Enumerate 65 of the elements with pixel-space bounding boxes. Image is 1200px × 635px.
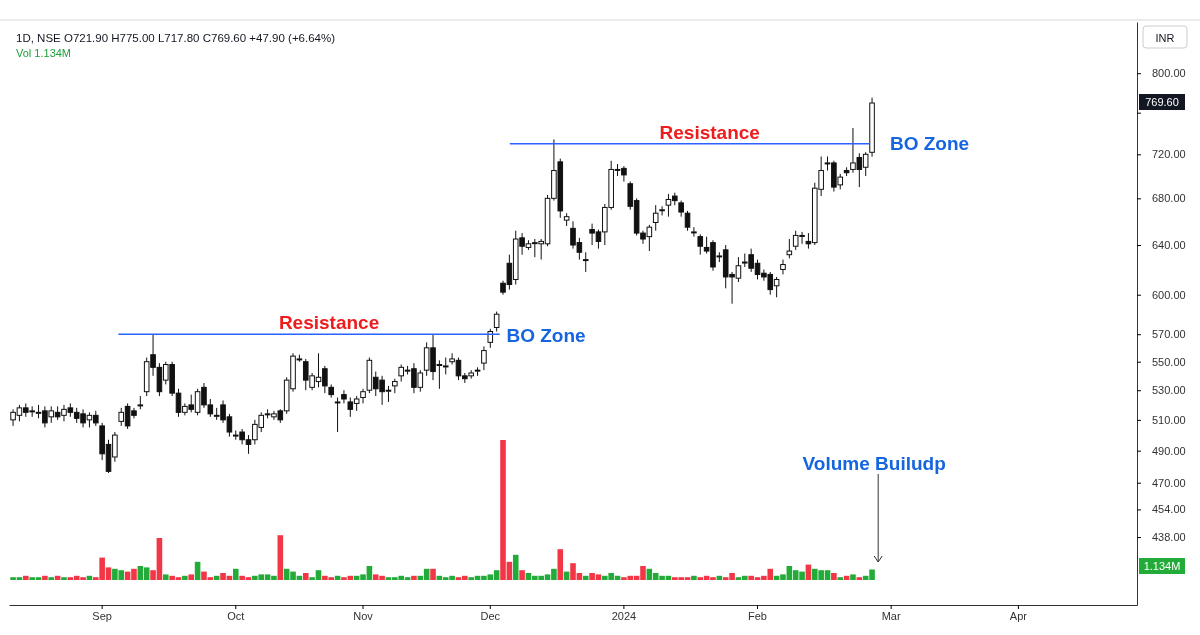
text: 1.134M <box>1143 560 1181 572</box>
bar <box>837 577 844 580</box>
bar <box>162 574 169 580</box>
candlestick <box>780 259 786 275</box>
bar <box>277 535 284 580</box>
bar <box>691 575 697 580</box>
bar <box>23 575 29 580</box>
bar <box>48 577 55 580</box>
candlestick <box>684 210 691 232</box>
x-tick-label: Dec <box>480 609 501 622</box>
y-tick-label: 800.00 <box>1152 67 1186 80</box>
y-tick-label: 720.00 <box>1152 148 1186 161</box>
bar <box>512 554 519 580</box>
candlestick <box>334 397 341 433</box>
candlestick <box>341 389 347 404</box>
y-tick-label: 680.00 <box>1152 192 1186 205</box>
text: 1D, NSE O721.90 H775.00 L717.80 C769.60 +47.90 (+6.64%) <box>16 32 336 44</box>
bar <box>557 549 564 580</box>
candlestick <box>697 233 704 256</box>
candlestick <box>691 226 697 238</box>
y-tick-label: 530.00 <box>1152 384 1186 397</box>
annotation: BO Zone <box>506 325 586 346</box>
x-tick-label: Mar <box>881 609 901 622</box>
candlestick <box>652 204 659 232</box>
text: Vol 1.134M <box>16 47 72 59</box>
x-tick-label: Sep <box>92 609 112 622</box>
candlestick <box>481 345 487 371</box>
bar <box>61 577 67 580</box>
annotation: BO Zone <box>889 133 970 154</box>
bar <box>42 575 48 580</box>
y-tick-label: 570.00 <box>1152 328 1186 341</box>
x-tick-label: 2024 <box>611 609 637 622</box>
bar <box>188 574 195 580</box>
y-tick-label: 510.00 <box>1152 413 1186 426</box>
y-tick-label: 640.00 <box>1152 239 1186 252</box>
bar <box>232 568 239 580</box>
candlestick <box>582 251 589 273</box>
bar <box>182 575 188 580</box>
bar <box>519 570 525 580</box>
bar <box>302 573 309 580</box>
x-tick-label: Nov <box>353 609 374 622</box>
y-tick-label: 454.00 <box>1152 503 1186 516</box>
y-tick-label: 600.00 <box>1152 288 1186 301</box>
ref-line-label: Resistance <box>278 312 380 334</box>
bar <box>411 575 417 580</box>
annotation: Volume Builudp <box>802 453 946 474</box>
x-tick-label: Feb <box>748 609 768 622</box>
bar <box>430 568 436 580</box>
y-tick-label: 550.00 <box>1152 355 1186 368</box>
y-tick-label: 490.00 <box>1152 444 1186 457</box>
y-tick-label: 470.00 <box>1152 476 1186 489</box>
candlestick <box>360 388 366 404</box>
bar <box>856 577 863 580</box>
text: 769.60 <box>1145 96 1179 108</box>
text: INR <box>1155 32 1175 44</box>
bar <box>831 573 837 580</box>
ref-line-label: Resistance <box>659 121 760 143</box>
x-tick-label: Apr <box>1009 609 1028 622</box>
y-tick-label: 438.00 <box>1152 531 1186 544</box>
x-tick-label: Oct <box>227 609 245 622</box>
candlestick <box>493 311 500 333</box>
candlestick <box>659 205 665 217</box>
bar <box>582 575 589 580</box>
bar <box>850 574 856 580</box>
candlestick <box>786 238 793 259</box>
